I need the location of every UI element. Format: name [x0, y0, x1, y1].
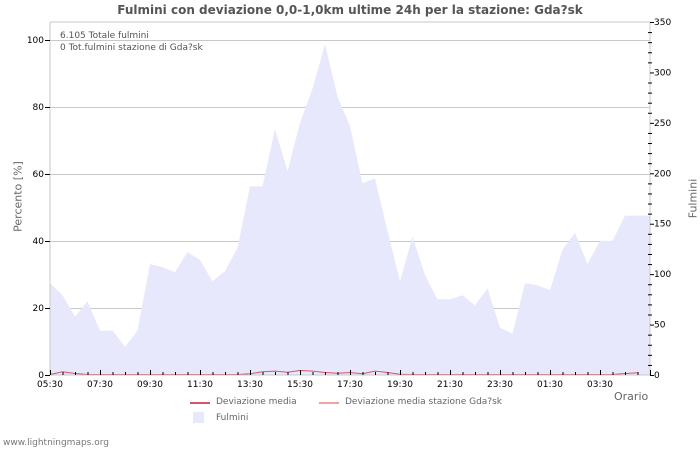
svg-text:350: 350	[654, 18, 671, 28]
svg-text:20: 20	[33, 304, 45, 314]
svg-text:19:30: 19:30	[387, 380, 413, 390]
svg-text:40: 40	[33, 237, 45, 247]
legend-label-lightning: Fulmini	[216, 413, 249, 423]
total-lightning-text: 6.105 Totale fulmini	[60, 31, 149, 41]
left-axis-label: Percento [%]	[11, 161, 25, 232]
svg-text:23:30: 23:30	[487, 380, 513, 390]
svg-text:17:30: 17:30	[337, 380, 363, 390]
svg-text:0: 0	[654, 371, 660, 381]
svg-text:21:30: 21:30	[437, 380, 463, 390]
svg-text:250: 250	[654, 119, 671, 129]
lightning-area	[50, 44, 650, 375]
x-axis-label: Orario	[614, 390, 649, 403]
svg-text:13:30: 13:30	[237, 380, 263, 390]
axes: 0 20 40 60 80 100 0 50 100 150 200 250 300 350 05:30 07…	[27, 18, 672, 390]
svg-text:05:30: 05:30	[37, 380, 63, 390]
svg-text:300: 300	[654, 68, 671, 78]
chart-title: Fulmini con deviazione 0,0-1,0km ultime …	[117, 3, 583, 17]
legend-swatch-lightning	[193, 412, 204, 423]
station-lightning-text: 0 Tot.fulmini stazione di Gda?sk	[60, 43, 203, 53]
legend-label-deviation: Deviazione media	[216, 397, 297, 407]
right-axis-label: Fulmini	[686, 178, 700, 219]
svg-text:07:30: 07:30	[87, 380, 113, 390]
svg-text:100: 100	[27, 36, 44, 46]
site-url: www.lightningmaps.org	[3, 438, 109, 448]
svg-text:11:30: 11:30	[187, 380, 213, 390]
svg-text:50: 50	[654, 321, 666, 331]
svg-text:01:30: 01:30	[537, 380, 563, 390]
svg-text:0: 0	[38, 371, 44, 381]
svg-text:200: 200	[654, 169, 671, 179]
svg-text:09:30: 09:30	[137, 380, 163, 390]
svg-text:150: 150	[654, 220, 671, 230]
svg-text:15:30: 15:30	[287, 380, 313, 390]
legend-label-station-deviation: Deviazione media stazione Gda?sk	[345, 397, 502, 407]
legend-swatch-station-deviation	[319, 402, 339, 404]
svg-text:80: 80	[33, 103, 45, 113]
svg-text:100: 100	[654, 270, 671, 280]
svg-text:60: 60	[33, 170, 45, 180]
svg-text:03:30: 03:30	[587, 380, 613, 390]
legend-swatch-deviation	[190, 402, 210, 404]
